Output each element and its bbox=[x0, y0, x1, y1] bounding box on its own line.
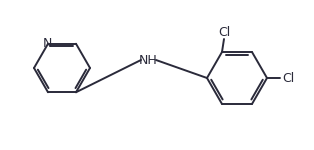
Text: Cl: Cl bbox=[282, 72, 294, 84]
Text: Cl: Cl bbox=[218, 26, 230, 39]
Text: NH: NH bbox=[138, 54, 157, 66]
Text: N: N bbox=[42, 37, 52, 50]
